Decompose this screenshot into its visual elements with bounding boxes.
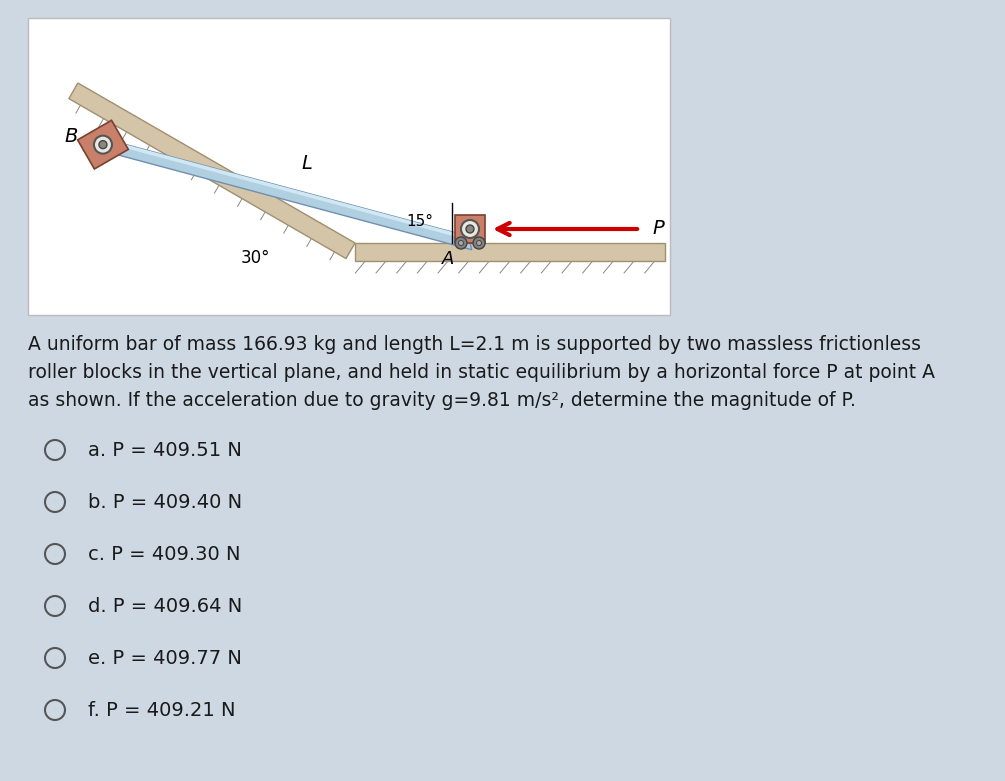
Circle shape <box>93 136 112 154</box>
Text: 30°: 30° <box>240 249 269 267</box>
Text: P: P <box>652 219 664 238</box>
Text: roller blocks in the vertical plane, and held in static equilibrium by a horizon: roller blocks in the vertical plane, and… <box>28 363 935 382</box>
Circle shape <box>476 241 481 245</box>
Circle shape <box>461 220 479 238</box>
Circle shape <box>473 237 485 249</box>
Text: as shown. If the acceleration due to gravity g=9.81 m/s², determine the magnitud: as shown. If the acceleration due to gra… <box>28 391 856 410</box>
Text: A uniform bar of mass 166.93 kg and length L=2.1 m is supported by two massless : A uniform bar of mass 166.93 kg and leng… <box>28 335 921 354</box>
Text: d. P = 409.64 N: d. P = 409.64 N <box>88 597 242 615</box>
Polygon shape <box>69 83 355 259</box>
Text: b. P = 409.40 N: b. P = 409.40 N <box>88 493 242 512</box>
Circle shape <box>455 237 467 249</box>
Polygon shape <box>355 243 665 261</box>
Text: 15°: 15° <box>406 213 433 229</box>
Text: a. P = 409.51 N: a. P = 409.51 N <box>88 440 242 459</box>
Text: B: B <box>64 127 77 146</box>
Circle shape <box>458 241 463 245</box>
Bar <box>28 18 670 315</box>
Text: f. P = 409.21 N: f. P = 409.21 N <box>88 701 235 719</box>
Circle shape <box>98 141 107 148</box>
Text: L: L <box>302 155 312 173</box>
Polygon shape <box>102 138 471 250</box>
Text: A: A <box>442 250 454 268</box>
Circle shape <box>466 225 474 233</box>
Polygon shape <box>77 120 129 169</box>
Polygon shape <box>102 138 469 241</box>
Text: e. P = 409.77 N: e. P = 409.77 N <box>88 648 242 668</box>
Bar <box>455 215 485 243</box>
Text: c. P = 409.30 N: c. P = 409.30 N <box>88 544 240 564</box>
